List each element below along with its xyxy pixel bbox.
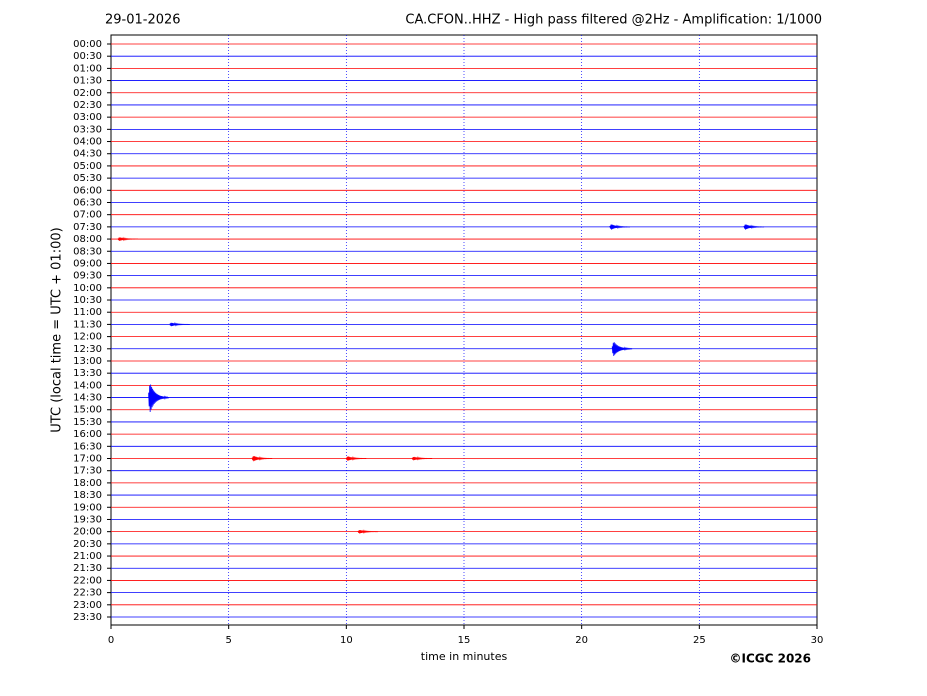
seismic-event: [611, 342, 633, 357]
y-tick-label: 20:00: [73, 527, 102, 538]
y-tick-label: 15:30: [73, 417, 102, 428]
y-tick-label: 16:00: [73, 429, 102, 440]
y-tick-label: 21:30: [73, 563, 102, 574]
y-tick-label: 23:30: [73, 612, 102, 623]
y-tick-label: 08:00: [73, 234, 102, 245]
y-tick-label: 01:30: [73, 76, 102, 87]
seismic-event: [251, 456, 273, 462]
x-tick-label: 5: [225, 635, 231, 646]
y-tick-label: 13:00: [73, 356, 102, 367]
y-tick-label: 02:30: [73, 100, 102, 111]
y-tick-label: 00:30: [73, 51, 102, 62]
y-tick-label: 22:30: [73, 588, 102, 599]
seismic-event: [609, 224, 631, 230]
y-tick-label: 17:30: [73, 466, 102, 477]
y-tick-label: 19:30: [73, 514, 102, 525]
x-tick-label: 10: [340, 635, 353, 646]
y-tick-label: 02:00: [73, 88, 102, 99]
y-tick-label: 22:00: [73, 575, 102, 586]
y-tick-label: 14:30: [73, 393, 102, 404]
y-tick-label: 07:00: [73, 210, 102, 221]
y-tick-label: 06:30: [73, 197, 102, 208]
x-tick-label: 30: [811, 635, 824, 646]
y-tick-label: 06:00: [73, 185, 102, 196]
seismic-event: [117, 236, 139, 242]
y-tick-label: 19:00: [73, 502, 102, 513]
y-tick-label: 08:30: [73, 246, 102, 257]
y-tick-label: 10:30: [73, 295, 102, 306]
x-tick-label: 0: [108, 635, 114, 646]
y-tick-label: 01:00: [73, 63, 102, 74]
y-tick-label: 05:00: [73, 161, 102, 172]
seismic-event: [169, 322, 190, 327]
y-tick-label: 14:00: [73, 380, 102, 391]
y-tick-label: 03:30: [73, 124, 102, 135]
y-tick-label: 10:00: [73, 283, 102, 294]
y-tick-label: 04:00: [73, 137, 102, 148]
y-tick-label: 09:00: [73, 258, 102, 269]
y-tick-label: 11:30: [73, 319, 102, 330]
y-tick-label: 03:00: [73, 112, 102, 123]
x-tick-label: 15: [458, 635, 471, 646]
y-tick-label: 00:00: [73, 39, 102, 50]
y-tick-label: 11:00: [73, 307, 102, 318]
y-tick-label: 20:30: [73, 539, 102, 550]
chart-title: CA.CFON..HHZ - High pass filtered @2Hz -…: [405, 13, 822, 28]
y-tick-label: 15:00: [73, 405, 102, 416]
y-tick-label: 13:30: [73, 368, 102, 379]
copyright: ©ICGC 2026: [729, 652, 811, 666]
date: 29-01-2026: [105, 13, 181, 28]
y-tick-label: 18:00: [73, 478, 102, 489]
y-tick-label: 21:00: [73, 551, 102, 562]
y-tick-label: 12:30: [73, 344, 102, 355]
y-tick-label: 17:00: [73, 454, 102, 465]
y-tick-label: 23:00: [73, 600, 102, 611]
y-axis-label: UTC (local time = UTC + 01:00): [50, 227, 65, 432]
y-tick-label: 05:30: [73, 173, 102, 184]
y-tick-label: 04:30: [73, 149, 102, 160]
y-tick-label: 16:30: [73, 441, 102, 452]
x-tick-label: 20: [575, 635, 588, 646]
seismic-event: [357, 529, 379, 534]
y-tick-label: 07:30: [73, 222, 102, 233]
y-tick-label: 12:00: [73, 332, 102, 343]
x-tick-label: 25: [693, 635, 706, 646]
seismic-event: [743, 224, 765, 230]
y-tick-label: 09:30: [73, 271, 102, 282]
seismic-event: [148, 384, 169, 413]
seismic-event: [345, 456, 367, 461]
y-tick-label: 18:30: [73, 490, 102, 501]
x-axis-label: time in minutes: [421, 650, 508, 663]
seismic-event: [411, 456, 433, 461]
